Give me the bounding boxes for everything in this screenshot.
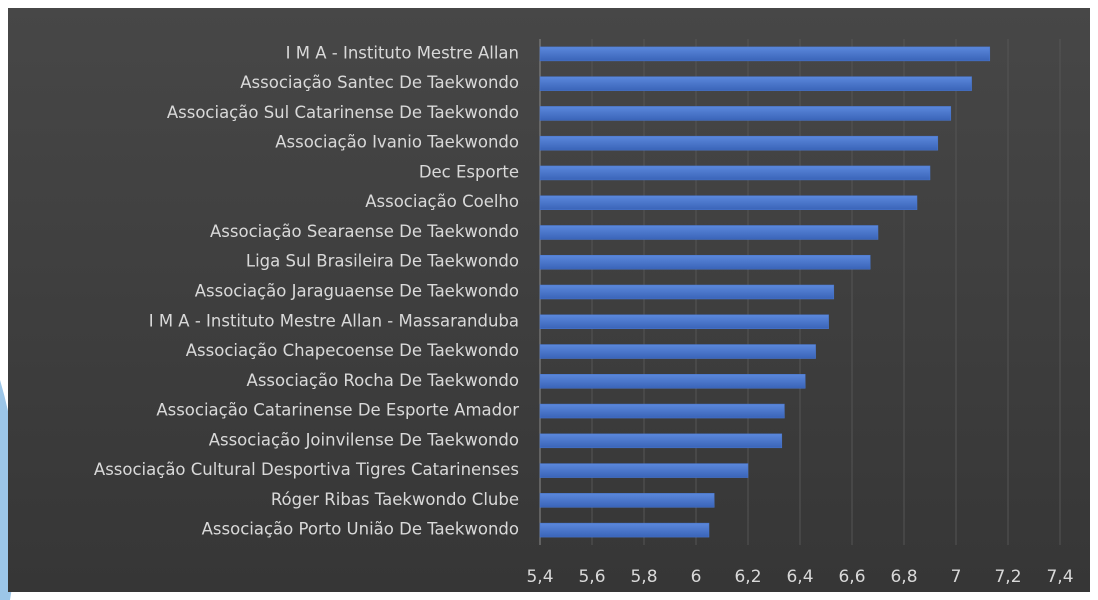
bar bbox=[539, 135, 939, 151]
x-tick-label: 5,4 bbox=[526, 567, 553, 587]
y-tick-label: Associação Santec De Taekwondo bbox=[240, 73, 519, 92]
y-tick-label: Associação Porto União De Taekwondo bbox=[202, 520, 519, 539]
x-tick-label: 6,2 bbox=[734, 567, 761, 587]
y-tick-label: Associação Rocha De Taekwondo bbox=[247, 371, 519, 390]
bar bbox=[539, 195, 918, 210]
bar bbox=[539, 284, 835, 300]
y-tick-label: Associação Cultural Desportiva Tigres Ca… bbox=[94, 460, 519, 479]
bar bbox=[539, 225, 879, 240]
bar bbox=[539, 254, 871, 270]
bar bbox=[539, 46, 991, 62]
y-tick-label: Dec Esporte bbox=[419, 162, 519, 181]
x-tick-label: 7 bbox=[951, 567, 962, 587]
x-tick-label: 7,2 bbox=[994, 567, 1021, 587]
bar bbox=[539, 344, 816, 359]
y-tick-label: I M A - Instituto Mestre Allan bbox=[286, 43, 519, 62]
y-tick-label: Associação Searaense De Taekwondo bbox=[210, 222, 519, 241]
y-tick-label: Associação Coelho bbox=[365, 192, 519, 211]
bar bbox=[539, 106, 952, 121]
y-tick-label: I M A - Instituto Mestre Allan - Massara… bbox=[149, 311, 519, 330]
bar bbox=[539, 76, 972, 91]
x-tick-label: 6,4 bbox=[786, 567, 813, 587]
bar bbox=[539, 463, 749, 478]
bar bbox=[539, 522, 710, 538]
y-tick-label: Associação Jaraguaense De Taekwondo bbox=[195, 282, 519, 301]
y-tick-label: Róger Ribas Taekwondo Clube bbox=[271, 490, 519, 509]
bar bbox=[539, 374, 806, 389]
bar bbox=[539, 433, 783, 449]
x-tick-label: 5,6 bbox=[578, 567, 605, 587]
bar bbox=[539, 493, 715, 508]
x-tick-label: 7,4 bbox=[1046, 567, 1073, 587]
x-tick-label: 6,6 bbox=[838, 567, 865, 587]
y-tick-label: Associação Joinvilense De Taekwondo bbox=[209, 430, 519, 449]
y-tick-label: Associação Sul Catarinense De Taekwondo bbox=[167, 103, 519, 122]
y-tick-label: Associação Catarinense De Esporte Amador bbox=[156, 401, 519, 420]
x-tick-label: 5,8 bbox=[630, 567, 657, 587]
y-tick-label: Associação Chapecoense De Taekwondo bbox=[186, 341, 519, 360]
bar bbox=[539, 403, 785, 419]
y-tick-label: Liga Sul Brasileira De Taekwondo bbox=[246, 252, 519, 271]
x-tick-label: 6 bbox=[691, 567, 702, 587]
bar bbox=[539, 165, 931, 181]
bar bbox=[539, 314, 829, 330]
x-tick-label: 6,8 bbox=[890, 567, 917, 587]
y-tick-label: Associação Ivanio Taekwondo bbox=[275, 133, 519, 152]
